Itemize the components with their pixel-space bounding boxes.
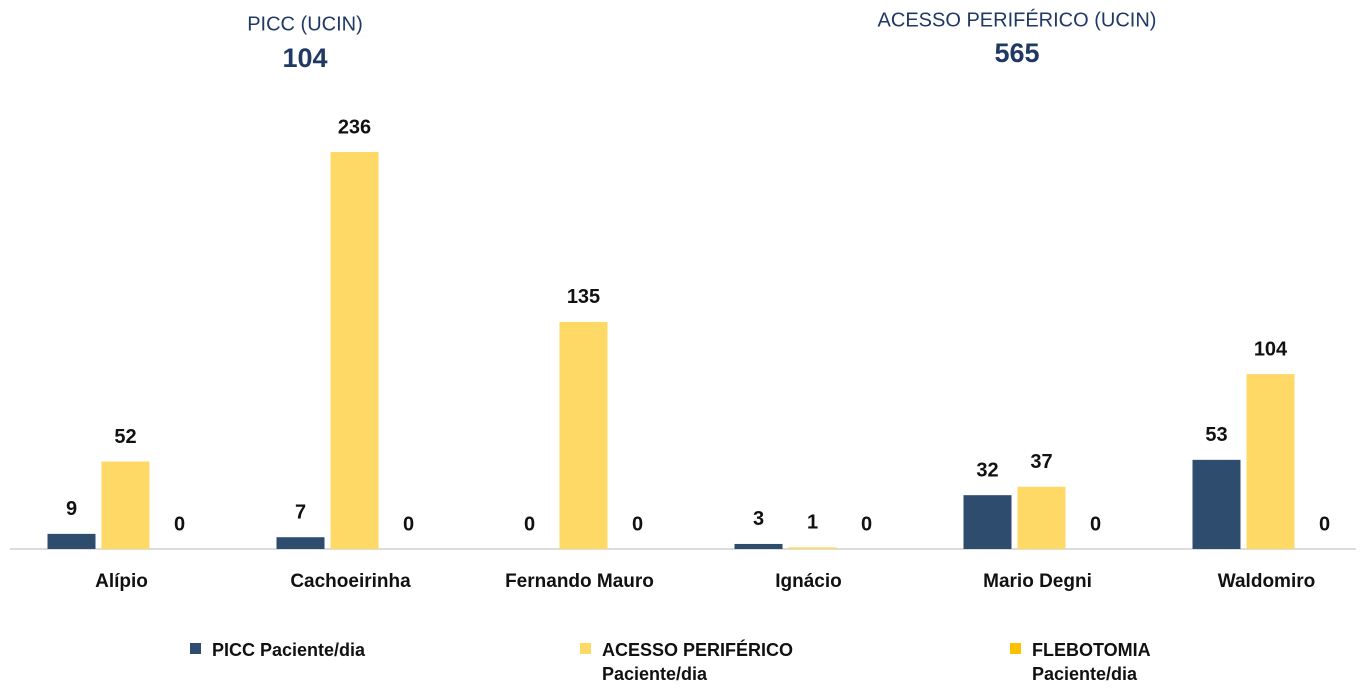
legend-label: FLEBOTOMIA Paciente/dia xyxy=(1032,640,1150,684)
data-label: 0 xyxy=(524,513,535,535)
data-label: 3 xyxy=(753,508,764,530)
data-label: 0 xyxy=(632,513,643,535)
kpi-label: ACESSO PERIFÉRICO (UCIN) xyxy=(878,8,1157,31)
kpi-value: 565 xyxy=(994,38,1039,68)
data-label: 53 xyxy=(1205,424,1227,446)
bar xyxy=(559,321,608,549)
kpi-label: PICC (UCIN) xyxy=(247,13,363,35)
legend-label: ACESSO PERIFÉRICO Paciente/dia xyxy=(602,640,794,684)
legend-label: PICC Paciente/dia xyxy=(212,640,366,660)
legend-swatch xyxy=(580,643,591,654)
data-label: 37 xyxy=(1030,451,1052,473)
x-tick-label: Waldomiro xyxy=(1218,571,1315,592)
legend-swatch xyxy=(1010,643,1021,654)
data-label: 7 xyxy=(295,502,306,524)
data-label: 52 xyxy=(114,426,136,448)
data-label: 9 xyxy=(66,498,77,520)
kpi-value: 104 xyxy=(282,43,327,73)
legend-item: ACESSO PERIFÉRICO Paciente/dia xyxy=(580,638,817,686)
data-label: 104 xyxy=(1254,338,1288,360)
data-label: 1 xyxy=(807,512,818,534)
data-label: 0 xyxy=(403,513,414,535)
bar xyxy=(734,543,783,549)
legend-swatch xyxy=(190,643,201,654)
legend-item: FLEBOTOMIA Paciente/dia xyxy=(1010,638,1247,686)
data-label: 236 xyxy=(338,116,371,138)
x-tick-label: Alípio xyxy=(95,571,148,592)
bar xyxy=(1192,459,1241,549)
bar xyxy=(101,461,150,549)
data-label: 0 xyxy=(1090,513,1101,535)
data-label: 0 xyxy=(174,513,185,535)
data-label: 0 xyxy=(861,513,872,535)
x-tick-label: Fernando Mauro xyxy=(505,571,654,592)
data-label: 32 xyxy=(976,459,998,481)
bar xyxy=(276,537,325,549)
data-label: 135 xyxy=(567,286,600,308)
x-tick-label: Mario Degni xyxy=(983,571,1092,592)
bar xyxy=(1246,374,1295,549)
bar xyxy=(47,533,96,549)
bar xyxy=(963,495,1012,549)
bar xyxy=(330,152,379,549)
x-tick-label: Ignácio xyxy=(775,571,842,592)
bar xyxy=(788,547,837,549)
bar xyxy=(1017,486,1066,549)
legend-item: PICC Paciente/dia xyxy=(190,638,427,662)
data-label: 0 xyxy=(1319,513,1330,535)
x-tick-label: Cachoeirinha xyxy=(290,571,411,592)
